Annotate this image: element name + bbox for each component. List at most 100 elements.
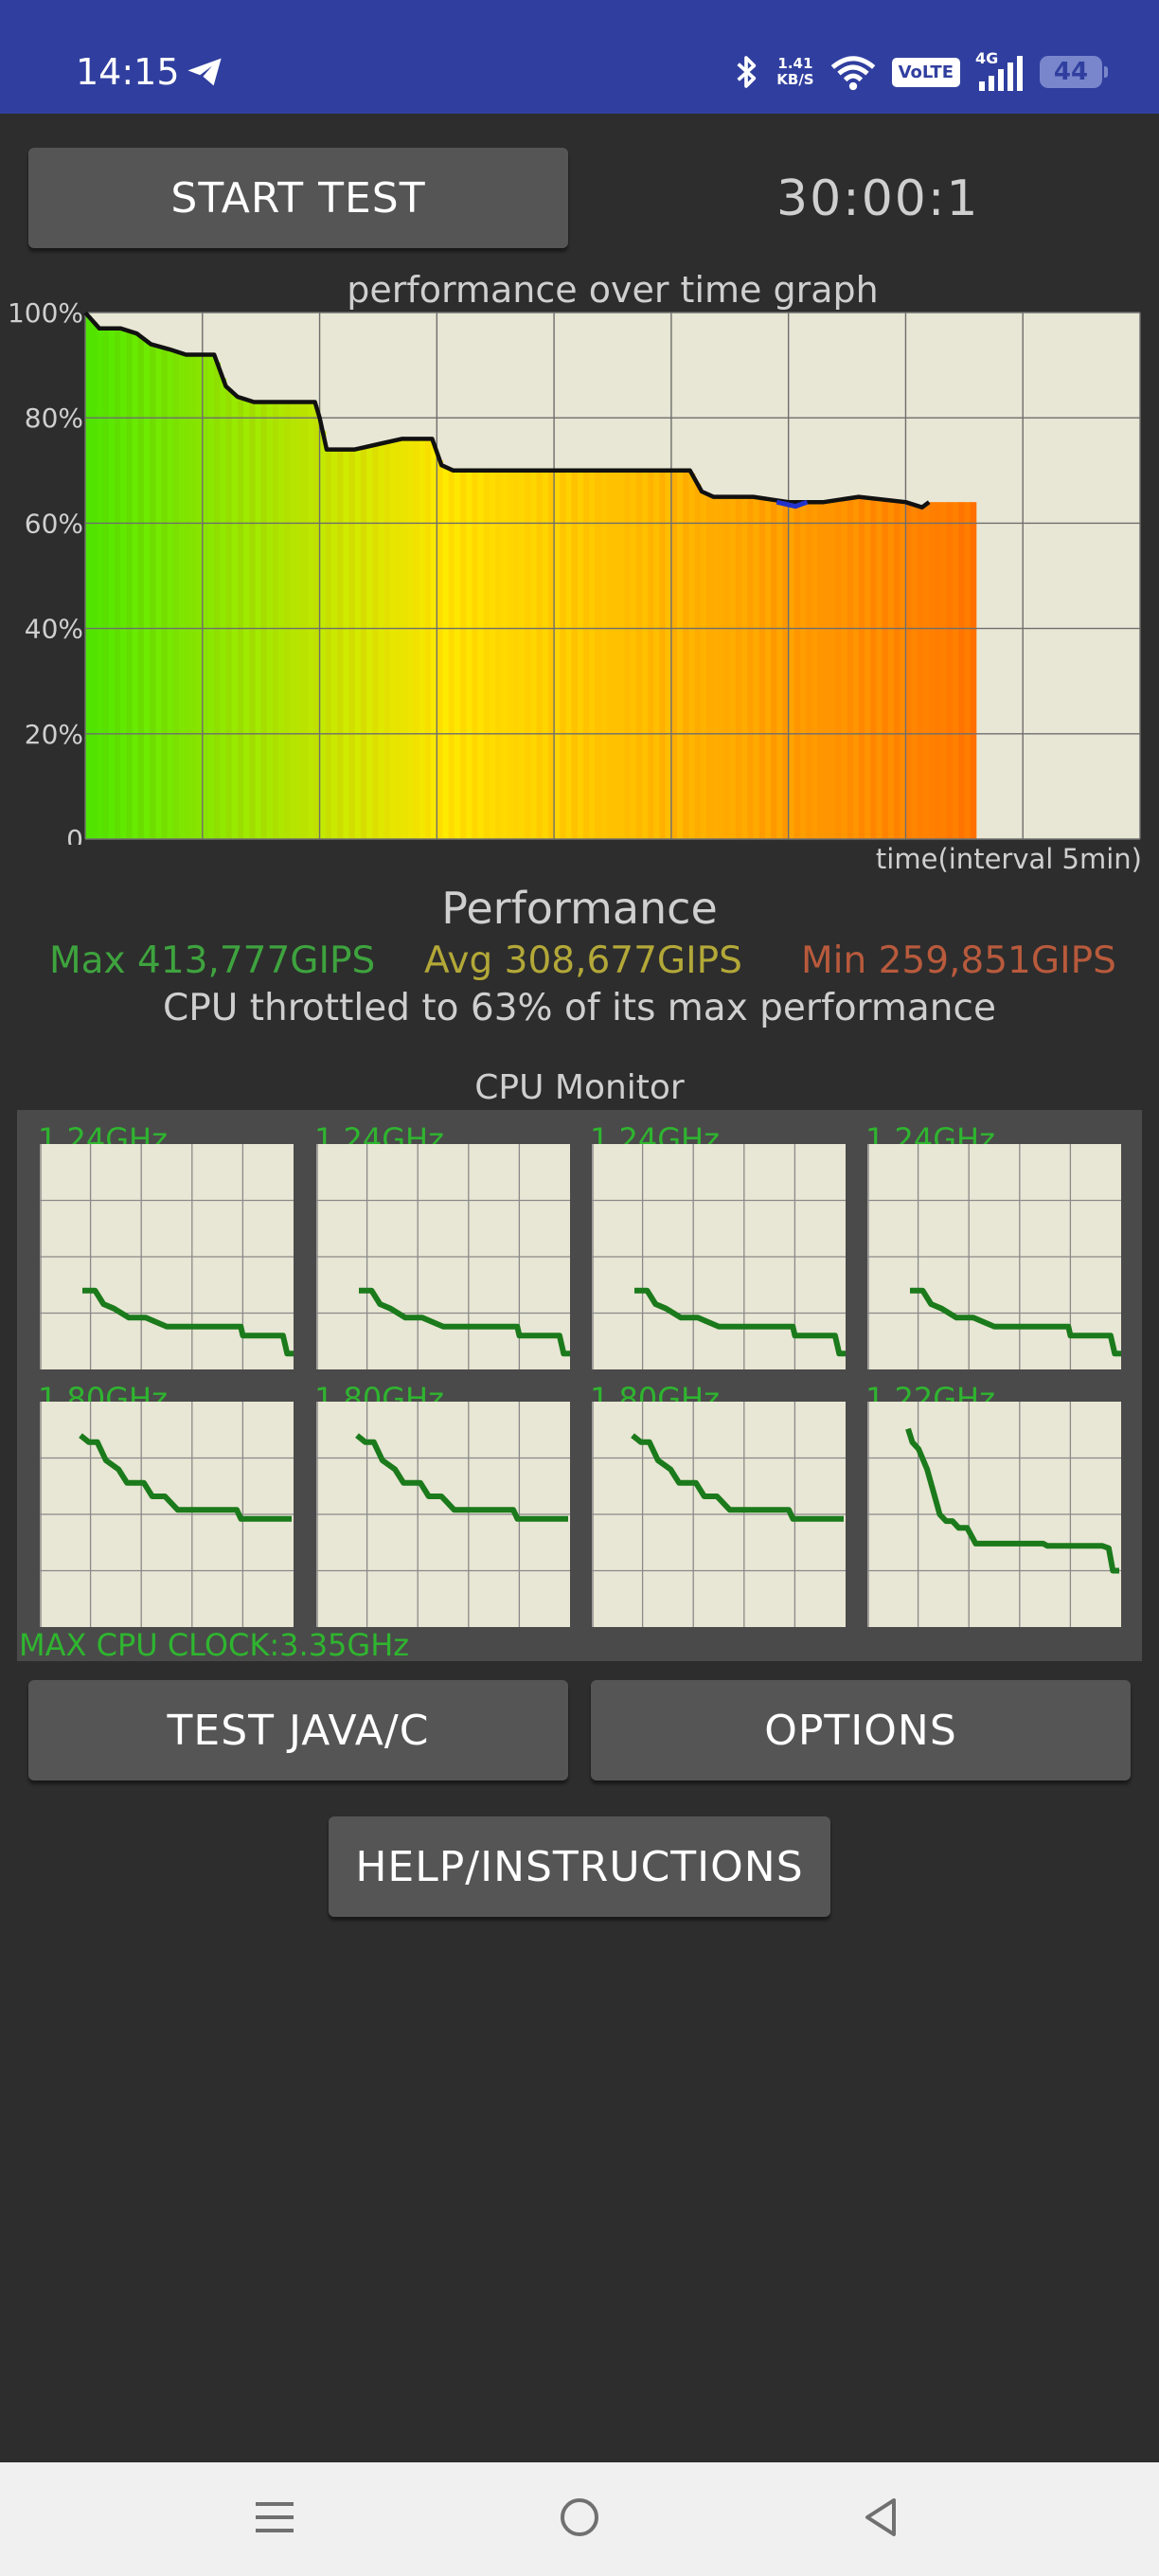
performance-area-bar <box>431 443 437 839</box>
performance-area-bar <box>337 449 344 839</box>
performance-area-bar <box>161 348 169 839</box>
performance-area-bar <box>525 470 531 839</box>
performance-area-bar <box>530 470 538 839</box>
performance-area-bar <box>179 353 186 840</box>
performance-area-bar <box>330 449 338 839</box>
performance-area-bar <box>946 502 954 839</box>
status-time: 14:15 <box>76 51 180 93</box>
volte-badge: VoLTE <box>891 57 960 87</box>
perf-min: Min 259,851GIPS <box>801 939 1116 982</box>
performance-area-bar <box>243 399 250 839</box>
performance-area-bar <box>858 496 865 839</box>
performance-area-bar <box>706 494 713 839</box>
performance-area-bar <box>764 498 772 839</box>
performance-area-bar <box>448 469 455 839</box>
performance-area-bar <box>278 402 286 839</box>
home-icon[interactable] <box>557 2491 602 2544</box>
performance-area-bar <box>120 329 127 839</box>
performance-area-bar <box>220 378 227 839</box>
performance-area-bar <box>483 470 490 839</box>
performance-area-bar <box>313 407 321 839</box>
y-tick-label: 80% <box>25 402 83 434</box>
performance-area-bar <box>85 315 92 840</box>
performance-area-bar <box>91 322 98 839</box>
performance-area-bar <box>372 444 380 839</box>
performance-area-bar <box>137 336 145 840</box>
cpu-frequency-line <box>82 1287 294 1357</box>
help-instructions-button[interactable]: HELP/INSTRUCTIONS <box>329 1816 830 1917</box>
network-speed: 1.41 KB/S <box>776 55 814 88</box>
performance-area-bar <box>185 354 191 839</box>
performance-area-bar <box>635 470 643 839</box>
battery-icon: 44 <box>1040 56 1108 88</box>
navigation-bar <box>0 2462 1159 2576</box>
performance-area-bar <box>835 499 842 839</box>
performance-area-bar <box>964 502 972 839</box>
x-axis-label: time(interval 5min) <box>875 843 1142 875</box>
performance-area-bar <box>237 397 244 839</box>
throttle-text: CPU throttled to 63% of its max performa… <box>163 987 996 1029</box>
performance-area-bar <box>472 470 479 839</box>
performance-area-bar <box>214 362 221 839</box>
performance-area-bar <box>723 496 731 839</box>
performance-area-bar <box>308 402 314 839</box>
performance-area-bar <box>442 467 450 839</box>
performance-area-bar <box>512 470 520 839</box>
performance-area-bar <box>683 470 690 839</box>
performance-chart: 100% 80% 60% 40% 20% 0 <box>8 301 1141 845</box>
cpu-frequency-line <box>634 1287 846 1357</box>
performance-area-bar <box>793 502 801 839</box>
performance-area-bar <box>583 470 590 839</box>
performance-area-bar <box>460 470 467 839</box>
performance-area-bar <box>249 401 257 839</box>
performance-area-bar <box>343 449 350 839</box>
performance-area-bar <box>172 351 180 840</box>
menu-icon[interactable] <box>252 2491 297 2544</box>
performance-area-bar <box>758 497 766 839</box>
back-icon[interactable] <box>858 2491 903 2544</box>
cpu-core-graph <box>316 1402 570 1627</box>
performance-area-bar <box>641 470 649 839</box>
performance-area-bar <box>894 501 900 839</box>
performance-area-bar <box>401 438 408 839</box>
performance-area-bar <box>102 328 110 839</box>
performance-area-bar <box>911 505 918 839</box>
performance-area-bar <box>255 402 262 839</box>
performance-area-bar <box>688 474 696 839</box>
performance-area-bar <box>266 402 274 839</box>
performance-area-bar <box>876 499 883 839</box>
performance-area-bar <box>419 438 426 839</box>
performance-area-bar <box>150 344 156 839</box>
performance-area-bar <box>501 470 508 839</box>
performance-area-bar <box>935 502 942 839</box>
current-marker <box>776 499 809 510</box>
cpu-frequency-line <box>631 1433 844 1522</box>
perf-max: Max 413,777GIPS <box>49 939 376 982</box>
options-button[interactable]: OPTIONS <box>591 1680 1131 1780</box>
performance-area-bar <box>536 470 544 839</box>
status-bar: 14:15 1.41 KB/S VoLTE 4G <box>0 0 1159 114</box>
start-test-button[interactable]: START TEST <box>28 148 568 248</box>
cpu-core-graph <box>867 1144 1121 1369</box>
performance-area-bar <box>677 470 684 839</box>
performance-area-bar <box>231 394 239 839</box>
performance-area-bar <box>225 388 233 839</box>
performance-area-bar <box>782 501 790 839</box>
cpu-frequency-line <box>910 1287 1121 1357</box>
performance-area-bar <box>143 341 151 839</box>
performance-area-bar <box>477 470 485 839</box>
test-java-c-button[interactable]: TEST JAVA/C <box>28 1680 568 1780</box>
performance-area-bar <box>108 328 116 839</box>
performance-area-bar <box>952 502 959 839</box>
performance-area-bar <box>659 470 667 839</box>
performance-area-bar <box>811 502 819 839</box>
perf-avg: Avg 308,677GIPS <box>424 939 742 982</box>
performance-area-bar <box>624 470 632 839</box>
performance-area-bar <box>613 470 619 839</box>
performance-area-bar <box>870 498 878 839</box>
y-tick-label: 20% <box>25 719 83 750</box>
performance-area-bar <box>348 449 356 839</box>
performance-area-bar <box>284 402 292 839</box>
performance-area-bar <box>190 354 198 839</box>
performance-area-bar <box>747 496 755 839</box>
